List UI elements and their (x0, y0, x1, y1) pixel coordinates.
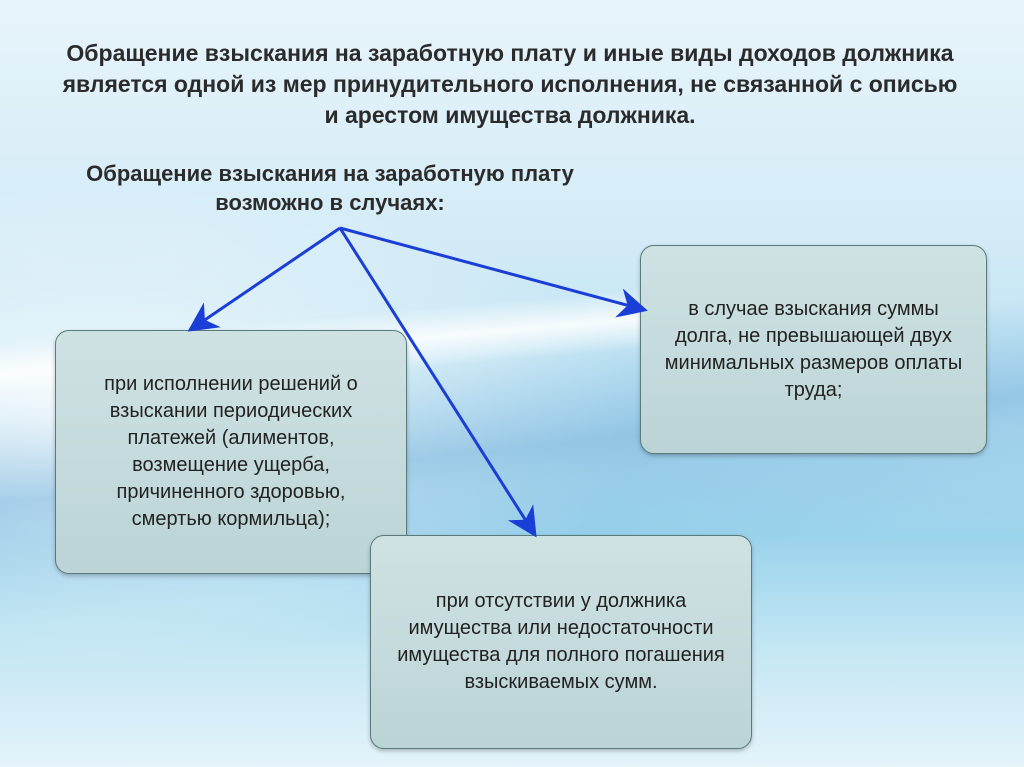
subheading: Обращение взыскания на заработную плату … (60, 160, 600, 217)
arrow-to-right (340, 228, 645, 310)
slide: Обращение взыскания на заработную плату … (0, 0, 1024, 767)
case-box-left: при исполнении решений о взыскании перио… (55, 330, 407, 574)
case-box-bottom: при отсутствии у должника имущества или … (370, 535, 752, 749)
case-box-right: в случае взыскания суммы долга, не превы… (640, 245, 987, 454)
arrow-to-left (190, 228, 340, 330)
slide-title: Обращение взыскания на заработную плату … (60, 38, 960, 131)
